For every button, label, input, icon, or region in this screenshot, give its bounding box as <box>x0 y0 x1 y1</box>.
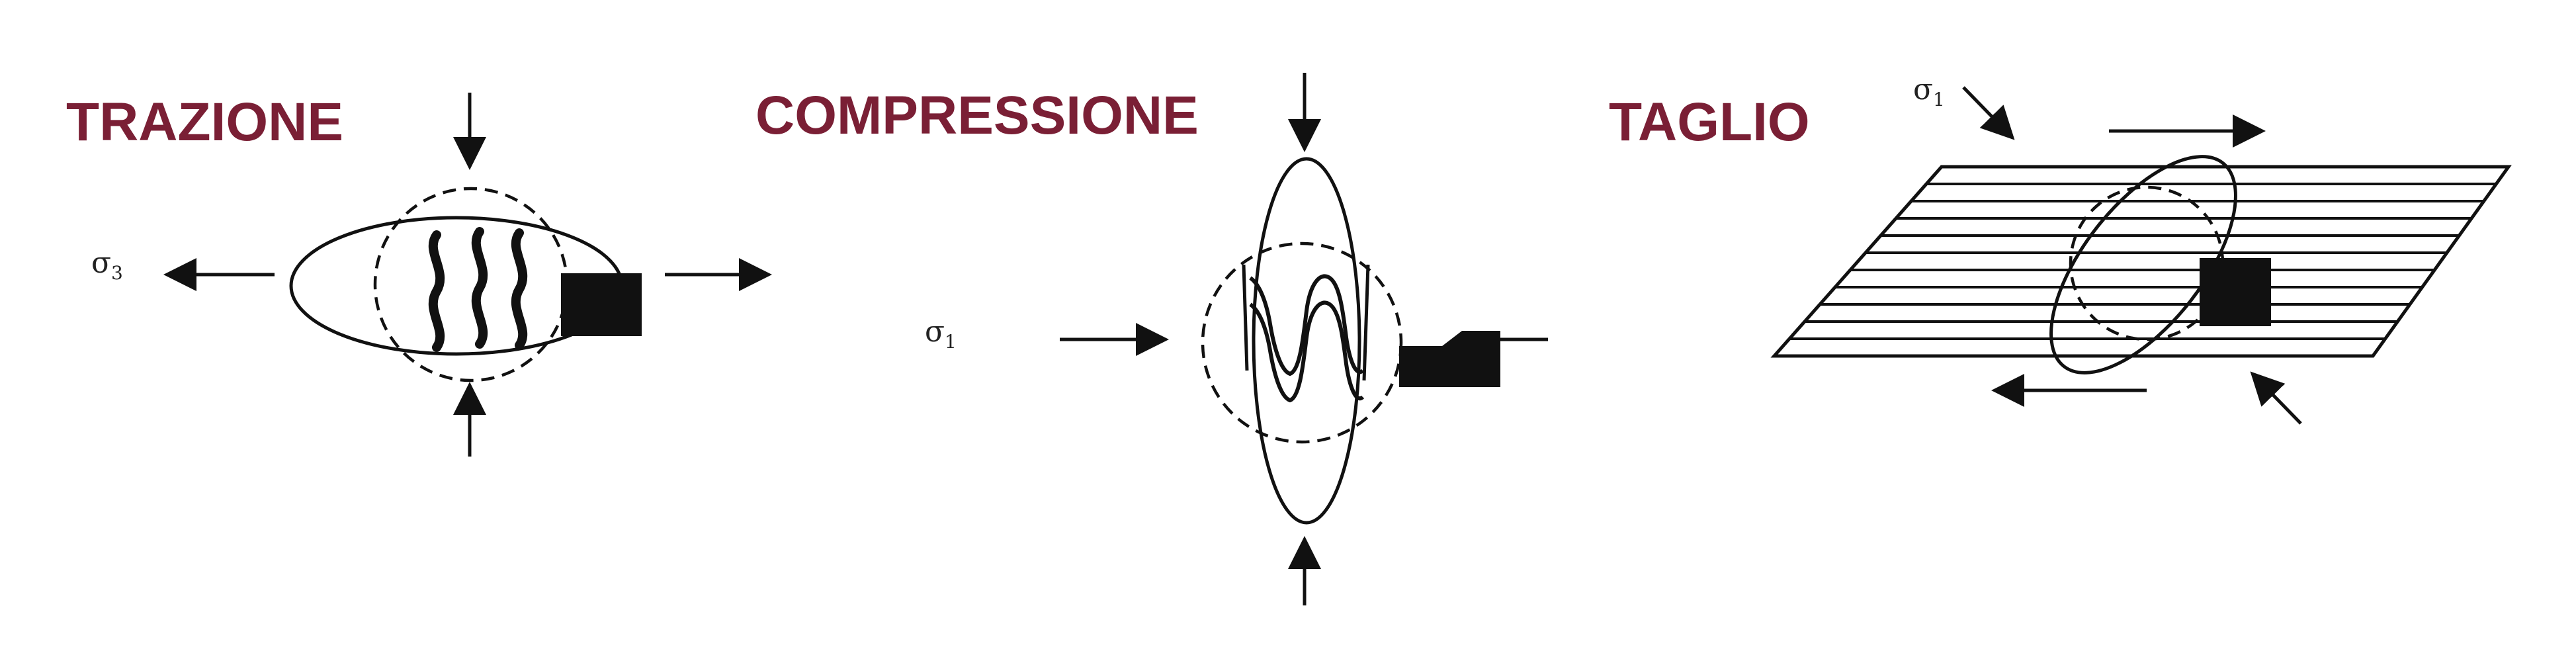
shear-planes <box>1789 183 2497 340</box>
panel-compressione: COMPRESSIONE σ1 <box>755 73 1548 605</box>
reference-circle <box>1201 242 1403 444</box>
title-compressione: COMPRESSIONE <box>755 85 1199 146</box>
block-symbol <box>2200 258 2271 326</box>
panel-taglio: TAGLIO σ1 <box>1609 73 2512 425</box>
block-symbol <box>561 273 642 336</box>
arrow-sigma1-bottom <box>2250 371 2302 425</box>
tension-cracks <box>428 227 528 352</box>
title-taglio: TAGLIO <box>1609 92 1810 152</box>
fold-lines <box>1242 264 1370 403</box>
title-trazione: TRAZIONE <box>66 92 343 152</box>
shear-zone <box>1770 165 2512 358</box>
panel-trazione: TRAZIONE σ3 <box>66 92 772 457</box>
arrow-sigma1-top <box>1962 86 2015 140</box>
sigma-label-taglio: σ1 <box>1913 73 1945 110</box>
strain-ellipse <box>2049 155 2237 375</box>
sigma-label-trazione: σ3 <box>91 246 123 284</box>
sigma-label-compressione: σ1 <box>925 315 957 353</box>
strain-ellipse <box>1252 157 1361 525</box>
block-symbol <box>1399 331 1500 387</box>
